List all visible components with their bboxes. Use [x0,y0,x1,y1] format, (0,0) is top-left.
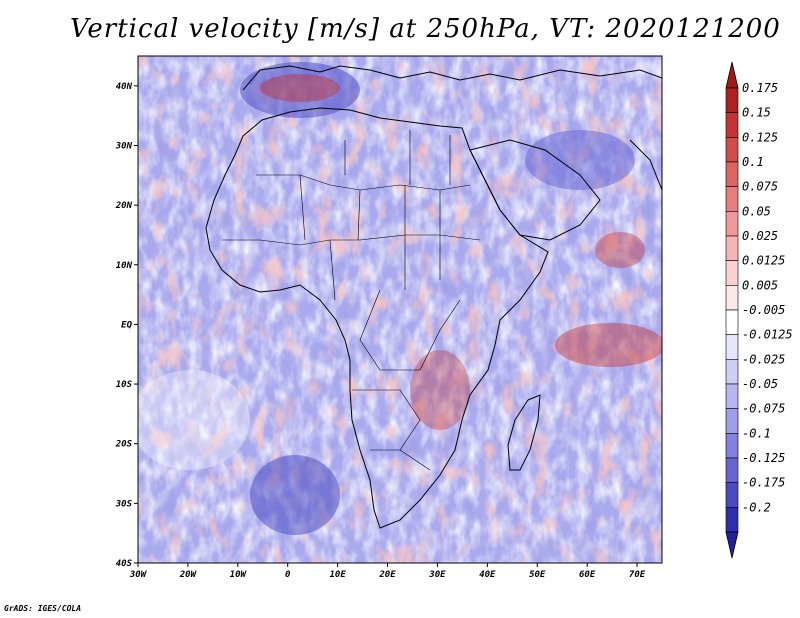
lon-tick-label: 50E [529,570,546,580]
colorbar-swatch [725,137,739,163]
colorbar-label: 0.075 [742,180,778,194]
lon-tick-label: 70E [629,570,646,580]
lon-tick-label: 20W [179,570,198,580]
colorbar-label: 0.005 [742,278,778,292]
lat-tick-label: 10N [116,261,133,271]
lat-tick-label: 20S [115,440,133,450]
footer-credit: GrADS: IGES/COLA [4,604,82,613]
lon-tick-label: 40E [479,570,496,580]
colorbar-label: -0.1 [742,426,771,440]
colorbar-label: 0.15 [742,106,771,120]
lon-tick-label: 10W [230,570,248,580]
colorbar-label: -0.0125 [742,328,793,342]
colorbar-label: 0.05 [742,204,771,218]
colorbar-swatch [725,383,739,409]
lon-tick-label: 0 [285,570,291,580]
colorbar-label: -0.025 [742,352,785,366]
colorbar-label: -0.175 [742,476,785,490]
colorbar-label: 0.0125 [742,254,785,268]
colorbar: 0.175 0.15 0.125 0.1 0.075 0.05 0.025 0.0125 0.0… [725,61,793,559]
lat-tick-label: 30N [115,141,133,151]
lat-tick-label: 10S [116,380,133,390]
colorbar-swatch [725,334,739,360]
lat-tick-label: 30S [115,499,133,509]
colorbar-swatch [725,507,739,533]
colorbar-swatch [725,482,739,508]
colorbar-swatch [725,359,739,385]
colorbar-swatch [725,457,739,483]
colorbar-swatch [725,309,739,335]
lon-tick-label: 60E [579,570,596,580]
colorbar-label: 0.1 [742,155,764,169]
colorbar-label: -0.075 [742,402,785,416]
latitude-axis: 40N 30N 20N 10N EQ 10S 20S 30S 40S [115,82,138,569]
velocity-field [138,56,662,563]
lon-tick-label: 20E [378,570,396,580]
lon-tick-label: 30W [129,570,148,580]
lat-tick-label: 40N [116,82,133,92]
colorbar-swatch [725,186,739,212]
colorbar-swatch [725,260,739,286]
colorbar-swatch [725,211,739,237]
colorbar-label: 0.025 [742,229,778,243]
lat-tick-label: EQ [121,320,132,330]
lon-tick-label: 10E [329,570,346,580]
colorbar-swatch [725,285,739,311]
map-frame [137,55,663,564]
colorbar-max-arrow [725,61,739,89]
colorbar-label: -0.125 [742,451,785,465]
colorbar-min-arrow [725,531,739,559]
coastlines [205,65,662,529]
country-borders [222,130,481,471]
longitude-axis: 30W 20W 10W 0 10E 20E 30E 40E 50E 60E 70E [129,563,646,580]
colorbar-swatch [725,112,739,138]
colorbar-label: 0.175 [742,81,778,95]
colorbar-swatch [725,408,739,434]
lon-tick-label: 30E [428,570,446,580]
colorbar-swatch [725,235,739,261]
colorbar-label: -0.2 [742,500,771,514]
colorbar-label: 0.125 [742,130,778,144]
colorbar-label: -0.05 [742,377,778,391]
colorbar-swatch [725,87,739,113]
lat-tick-label: 40S [116,559,133,569]
chart-title: Vertical velocity [m/s] at 250hPa, VT: 2… [70,14,781,44]
colorbar-swatch [725,161,739,187]
lat-tick-label: 20N [115,201,133,211]
colorbar-swatch [725,433,739,459]
colorbar-label: -0.005 [742,303,785,317]
